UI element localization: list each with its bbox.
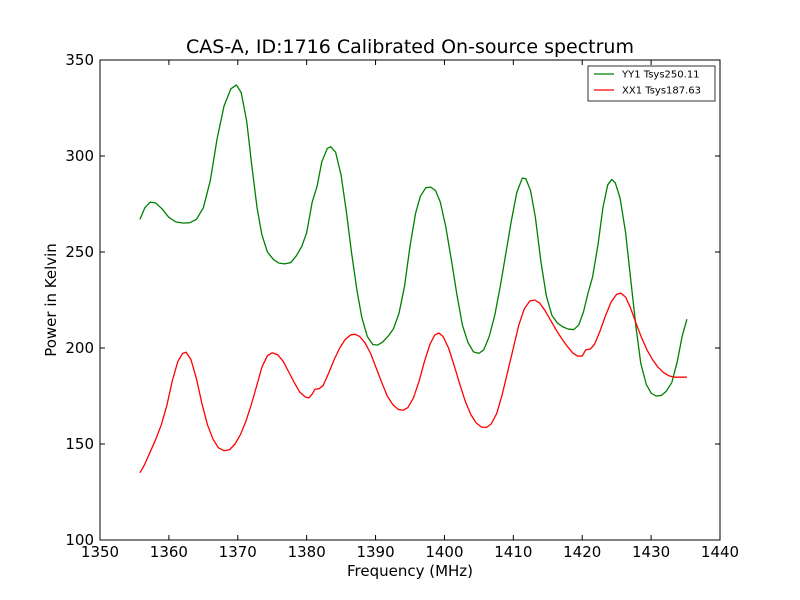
series-line-yy1 — [139, 84, 688, 397]
y-tick-label: 300 — [65, 147, 94, 165]
y-tick-label: 350 — [65, 51, 94, 69]
y-tick-label: 250 — [65, 243, 94, 261]
y-tick-label: 200 — [65, 339, 94, 357]
x-tick-label: 1400 — [425, 543, 463, 561]
x-tick-label: 1410 — [494, 543, 532, 561]
y-axis-label: Power in Kelvin — [42, 243, 60, 357]
x-tick-label: 1370 — [219, 543, 257, 561]
x-tick-label: 1420 — [563, 543, 601, 561]
series-line-xx1 — [139, 292, 687, 474]
x-tick-label: 1360 — [150, 543, 188, 561]
legend-label-yy1: YY1 Tsys250.11 — [621, 70, 700, 81]
x-tick-label: 1440 — [701, 543, 739, 561]
x-tick-label: 1380 — [288, 543, 326, 561]
x-tick-label: 1390 — [356, 543, 394, 561]
plot-area — [139, 84, 688, 474]
x-axis: 1350 1360 1370 1380 1390 1400 1410 1420 1430 1440 — [81, 60, 739, 561]
x-axis-label: Frequency (MHz) — [347, 562, 473, 580]
chart-title: CAS-A, ID:1716 Calibrated On-source spec… — [186, 36, 634, 58]
legend: YY1 Tsys250.11 XX1 Tsys187.63 — [587, 65, 716, 102]
legend-label-xx1: XX1 Tsys187.63 — [622, 86, 701, 97]
x-tick-label: 1430 — [632, 543, 670, 561]
y-tick-label: 150 — [65, 435, 94, 453]
y-tick-label: 100 — [65, 531, 94, 549]
legend-box — [587, 65, 716, 102]
x-tick-label: 1350 — [81, 543, 119, 561]
axes-frame — [99, 59, 721, 541]
y-axis: 100 150 200 250 300 350 — [65, 51, 720, 549]
